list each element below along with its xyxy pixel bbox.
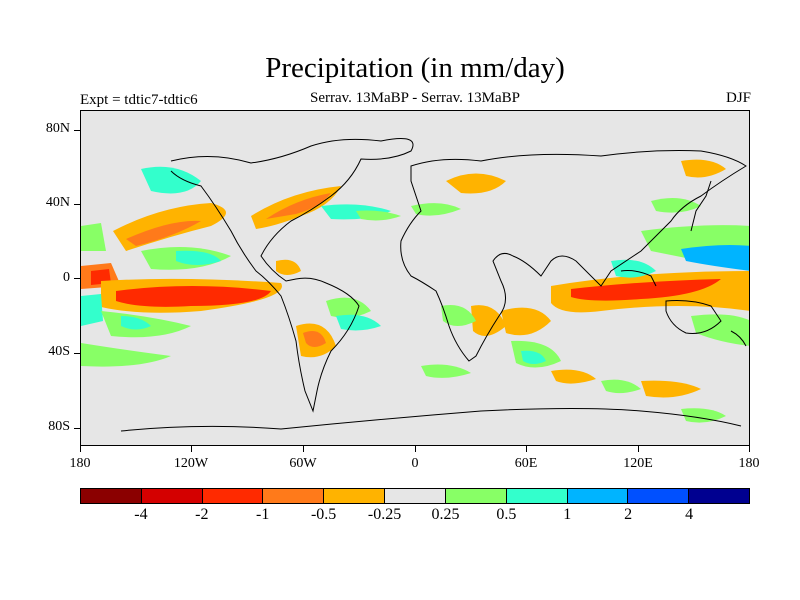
colorbar-label: -0.5: [310, 506, 337, 523]
y-label: 0: [63, 270, 70, 285]
colorbar-label: 0.5: [496, 506, 517, 523]
x-label: 60W: [289, 456, 317, 471]
y-label: 40N: [45, 195, 70, 210]
colorbar-swatch: [628, 489, 690, 503]
subtitle-label: Serrav. 13MaBP - Serrav. 13MaBP: [310, 90, 520, 106]
colorbar-label: 2: [624, 506, 633, 523]
x-label: 180: [738, 456, 760, 471]
colorbar-swatch: [263, 489, 325, 503]
y-tick: [74, 278, 80, 279]
colorbar-label: -1: [256, 506, 270, 523]
coastlines: [120, 138, 747, 432]
colorbar-swatch: [506, 489, 568, 503]
y-label: 80N: [45, 121, 70, 136]
experiment-label: Expt = tdtic7-tdtic6: [80, 92, 198, 108]
x-tick: [191, 446, 192, 452]
y-tick: [74, 204, 80, 205]
x-tick: [749, 446, 750, 452]
colorbar-swatch: [141, 489, 203, 503]
colorbar-swatch: [202, 489, 264, 503]
x-tick: [638, 446, 639, 452]
colorbar: [80, 488, 750, 504]
colorbar-swatch: [81, 489, 142, 503]
y-tick: [74, 130, 80, 131]
colorbar-label: -4: [134, 506, 148, 523]
colorbar-label: 1: [563, 506, 572, 523]
colorbar-swatch: [385, 489, 446, 503]
season-label: DJF: [725, 90, 751, 106]
colorbar-swatch: [567, 489, 629, 503]
x-label: 0: [411, 456, 419, 471]
colorbar-swatch: [689, 489, 749, 503]
precipitation-map: [80, 110, 750, 446]
y-tick: [74, 353, 80, 354]
x-tick: [80, 446, 81, 452]
x-tick: [303, 446, 304, 452]
colorbar-swatch: [445, 489, 507, 503]
y-label: 40S: [48, 344, 70, 359]
x-tick: [526, 446, 527, 452]
y-label: 80S: [48, 419, 70, 434]
colorbar-swatch: [324, 489, 386, 503]
map-canvas: [81, 138, 749, 432]
colorbar-label: -2: [195, 506, 209, 523]
x-label: 120W: [173, 456, 209, 471]
colorbar-label: -0.25: [367, 506, 402, 523]
x-label: 180: [69, 456, 91, 471]
anomaly-field: [81, 159, 749, 423]
colorbar-label: 0.25: [431, 506, 460, 523]
x-label: 120E: [623, 456, 653, 471]
x-label: 60E: [514, 456, 538, 471]
x-tick: [415, 446, 416, 452]
y-tick: [74, 428, 80, 429]
map-title: Precipitation (in mm/day): [265, 52, 565, 84]
colorbar-label: 4: [685, 506, 694, 523]
